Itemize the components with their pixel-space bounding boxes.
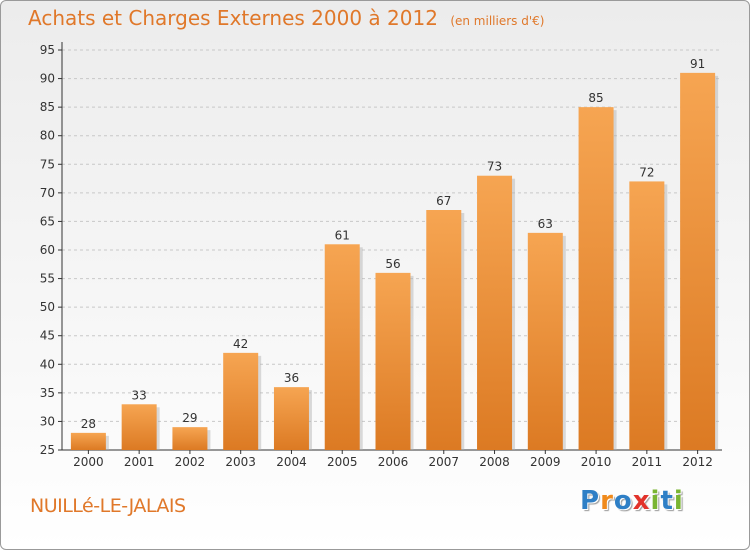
bar-value-label: 67 xyxy=(436,194,451,208)
bar xyxy=(578,107,614,451)
logo-letter: r xyxy=(600,486,614,516)
y-tick-label: 90 xyxy=(40,72,55,86)
bar-value-label: 85 xyxy=(588,91,603,105)
place-name: NUILLé-LE-JALAIS xyxy=(30,495,186,517)
bar xyxy=(121,404,157,450)
y-tick-label: 60 xyxy=(40,243,55,257)
bar-value-label: 63 xyxy=(538,217,553,231)
y-tick-label: 65 xyxy=(40,214,55,228)
x-tick-label: 2004 xyxy=(276,455,307,469)
chart-title: Achats et Charges Externes 2000 à 2012 (… xyxy=(28,6,544,30)
y-tick-label: 45 xyxy=(40,329,55,343)
x-tick-label: 2009 xyxy=(530,455,561,469)
bar xyxy=(324,244,360,450)
x-tick-label: 2012 xyxy=(682,455,713,469)
y-tick-label: 55 xyxy=(40,272,55,286)
logo-letter: i xyxy=(673,486,684,516)
x-tick-label: 2011 xyxy=(632,455,663,469)
x-tick-label: 2003 xyxy=(225,455,256,469)
bar-value-label: 61 xyxy=(335,228,350,242)
bar xyxy=(172,427,208,450)
y-tick-label: 35 xyxy=(40,386,55,400)
y-tick-label: 85 xyxy=(40,100,55,114)
bar-value-label: 91 xyxy=(690,57,705,71)
x-tick-label: 2007 xyxy=(428,455,459,469)
y-tick-label: 50 xyxy=(40,300,55,314)
bar xyxy=(223,352,259,450)
bar-value-label: 56 xyxy=(385,257,400,271)
bar xyxy=(375,272,411,450)
bar-value-label: 28 xyxy=(81,417,96,431)
y-tick-label: 70 xyxy=(40,186,55,200)
x-tick-label: 2001 xyxy=(124,455,155,469)
y-tick-label: 95 xyxy=(40,43,55,57)
bar xyxy=(70,432,106,450)
proxiti-logo: Proxiti xyxy=(580,486,684,516)
y-tick-label: 30 xyxy=(40,414,55,428)
bar xyxy=(527,232,563,450)
x-tick-label: 2002 xyxy=(175,455,206,469)
x-tick-label: 2006 xyxy=(378,455,409,469)
x-tick-label: 2008 xyxy=(479,455,510,469)
chart-title-text: Achats et Charges Externes 2000 à 2012 xyxy=(28,6,438,30)
bar xyxy=(680,72,716,450)
bar-value-label: 72 xyxy=(639,165,654,179)
y-tick-label: 75 xyxy=(40,157,55,171)
logo-letter: x xyxy=(632,486,651,516)
logo-letter: i xyxy=(650,486,661,516)
y-tick-label: 25 xyxy=(40,443,55,457)
bar-value-label: 36 xyxy=(284,371,299,385)
logo-letter: P xyxy=(580,486,601,516)
logo-letter: t xyxy=(660,486,674,516)
bar xyxy=(426,210,462,450)
bar-value-label: 42 xyxy=(233,337,248,351)
bar xyxy=(273,387,309,450)
x-tick-label: 2000 xyxy=(73,455,104,469)
logo-letter: o xyxy=(613,486,633,516)
bar-value-label: 33 xyxy=(132,388,147,402)
bar-value-label: 29 xyxy=(182,411,197,425)
bar-value-label: 73 xyxy=(487,160,502,174)
y-tick-label: 80 xyxy=(40,129,55,143)
chart-unit: (en milliers d'€) xyxy=(450,14,545,28)
bar xyxy=(629,181,665,450)
y-tick-label: 40 xyxy=(40,357,55,371)
x-tick-label: 2010 xyxy=(581,455,612,469)
x-tick-label: 2005 xyxy=(327,455,358,469)
bar xyxy=(477,175,513,450)
